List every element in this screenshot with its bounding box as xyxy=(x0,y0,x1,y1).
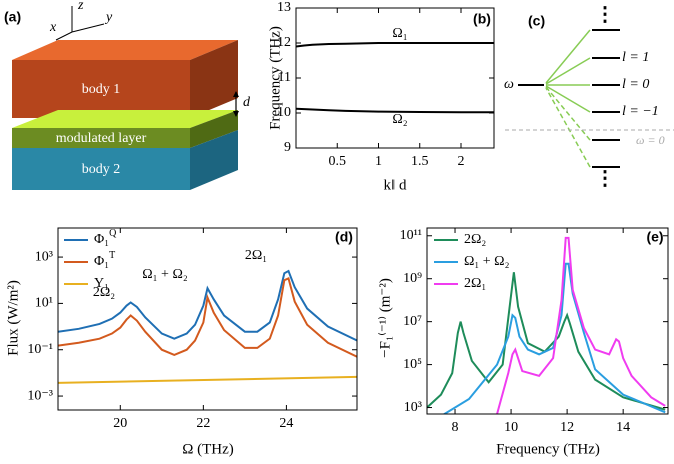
x-tick-label: 24 xyxy=(279,416,293,431)
line xyxy=(58,269,357,342)
annotation: 2Ω₁ xyxy=(245,248,267,263)
y-tick-label: 12 xyxy=(277,35,291,50)
body-side-face xyxy=(190,40,238,118)
panel-label: (c) xyxy=(528,13,545,29)
series-label: Ω₁ xyxy=(392,26,407,41)
y-tick-label: 11 xyxy=(278,70,291,85)
body2-front-face xyxy=(12,148,190,190)
panel-label: (e) xyxy=(646,229,663,245)
body2-side-face xyxy=(190,130,238,190)
line xyxy=(296,107,494,114)
chart: 20 22 24 10⁻³ 10⁻¹ 10¹ 10³ (d) Ω (THz) Flux (W/m²… xyxy=(5,227,358,457)
line xyxy=(496,236,666,414)
label: ω = 0 xyxy=(636,133,665,147)
label: body 1 xyxy=(82,82,121,97)
label: ω xyxy=(504,77,514,92)
line xyxy=(58,375,357,384)
legend-label: Φ₁Q xyxy=(94,228,117,247)
y-axis-label: −F₁⁽⁻¹⁾ (m⁻²) xyxy=(377,278,393,358)
chart: 8 10 12 14 10³ 10⁵ 10⁷ 10⁹ 10¹¹ (e) Frequency (THz… xyxy=(377,227,669,457)
annotation: Ω₁ + Ω₂ xyxy=(142,267,188,282)
legend-label: Υ₁ xyxy=(94,276,109,291)
panel-a: (a) body 1 modulated layer body 2 d x y … xyxy=(4,0,251,190)
x-tick-label: 10 xyxy=(504,420,518,435)
label: l = −1 xyxy=(622,104,659,119)
plot-frame xyxy=(426,227,669,415)
label: body 2 xyxy=(82,162,121,177)
label: l = 0 xyxy=(622,77,649,92)
y-tick-label: 9 xyxy=(284,140,291,155)
arrow xyxy=(545,86,591,141)
x-axis-label: Ω (THz) xyxy=(182,441,234,457)
chart: 0.5 1 1.5 2 9 10 11 12 13 (b) k‖ d Frequency (THz) Ω… xyxy=(267,0,495,193)
y-tick-label: 10³ xyxy=(404,400,422,415)
x-tick-label: 20 xyxy=(113,416,127,431)
panel-label: (b) xyxy=(473,11,491,27)
y-tick-label: 10⁵ xyxy=(403,357,422,372)
arrow xyxy=(545,85,591,113)
panel-label: (a) xyxy=(4,9,21,25)
series-label: Ω₂ xyxy=(392,112,407,127)
panel-label: (d) xyxy=(335,229,353,245)
y-axis-label: Frequency (THz) xyxy=(267,26,283,130)
y-axis-label: Flux (W/m²) xyxy=(5,280,21,356)
x-tick-label: 0.5 xyxy=(329,154,347,169)
label: y xyxy=(104,10,113,25)
line xyxy=(427,272,666,411)
ellipsis: ⋮ xyxy=(595,168,615,190)
arrow xyxy=(545,87,591,168)
y-tick-label: 10 xyxy=(277,105,291,120)
line xyxy=(58,277,357,358)
line xyxy=(442,262,666,414)
plot-frame xyxy=(57,227,358,411)
annotation: 2Ω₂ xyxy=(93,285,115,300)
body-front-face xyxy=(12,60,190,118)
y-tick-label: 10⁹ xyxy=(403,271,422,286)
arrow xyxy=(545,29,591,84)
x-tick-label: 12 xyxy=(560,420,574,435)
arrow-head xyxy=(233,91,239,97)
y-tick-label: 10¹¹ xyxy=(400,228,422,243)
y-tick-label: 10⁻³ xyxy=(27,388,53,403)
panel-c: (c) ⋮ ω = 0 ω l = 1 l = 0 l = −1 ⋮ xyxy=(504,4,674,190)
legend-label: 2Ω₂ xyxy=(464,232,486,247)
x-tick-label: 2 xyxy=(458,154,465,169)
label: modulated layer xyxy=(56,131,147,146)
arrow-head xyxy=(233,111,239,117)
x-tick-label: 1.5 xyxy=(411,154,429,169)
body-top-face xyxy=(12,40,238,60)
label: d xyxy=(243,95,251,110)
y-tick-label: 10⁷ xyxy=(403,314,422,329)
layer-top-face xyxy=(12,110,238,128)
y-tick-label: 13 xyxy=(277,0,291,15)
y-tick-label: 10⁻¹ xyxy=(27,342,53,357)
layer-front-face xyxy=(12,128,190,148)
legend-label: 2Ω₁ xyxy=(464,276,486,291)
x-tick-label: 22 xyxy=(196,416,210,431)
legend-label: Ω₁ + Ω₂ xyxy=(464,254,510,269)
label: x xyxy=(49,20,57,35)
label: z xyxy=(77,0,84,13)
x-axis-label: k‖ d xyxy=(384,177,407,193)
layer-side-face xyxy=(190,110,238,148)
axis-y xyxy=(71,23,105,33)
y-tick-label: 10¹ xyxy=(35,296,53,311)
line xyxy=(296,42,494,48)
x-tick-label: 1 xyxy=(375,154,382,169)
ellipsis: ⋮ xyxy=(595,4,615,26)
label: l = 1 xyxy=(622,50,649,65)
x-axis-label: Frequency (THz) xyxy=(496,441,600,457)
legend-label: Φ₁T xyxy=(94,250,115,269)
x-tick-label: 8 xyxy=(452,420,459,435)
x-tick-label: 14 xyxy=(616,420,630,435)
axis-x xyxy=(55,31,73,41)
y-tick-label: 10³ xyxy=(35,249,53,264)
arrow xyxy=(545,57,591,85)
